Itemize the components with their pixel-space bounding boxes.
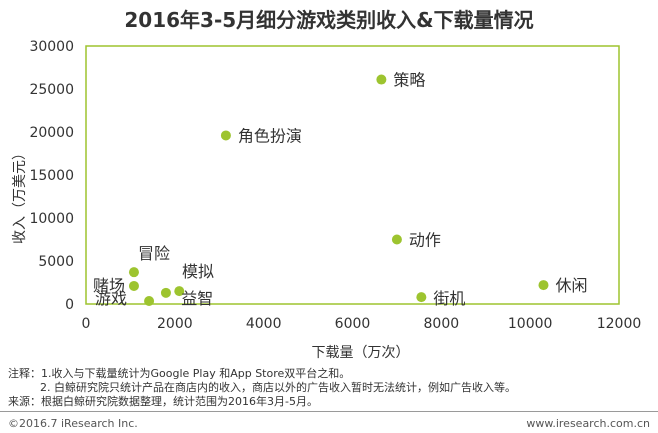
data-label: 策略 <box>393 71 425 90</box>
data-label: 角色扮演 <box>238 126 302 145</box>
data-point <box>391 234 402 245</box>
x-tick-label: 0 <box>82 316 91 332</box>
x-tick-label: 4000 <box>246 316 282 332</box>
data-point <box>144 295 155 306</box>
x-tick-label: 2000 <box>157 316 193 332</box>
plot-frame <box>85 45 620 305</box>
data-point <box>174 286 185 297</box>
y-tick-label: 20000 <box>29 125 74 141</box>
data-label: 游戏 <box>95 289 127 308</box>
x-axis-ticks: 0 2000 4000 6000 8000 10000 12000 <box>82 316 642 332</box>
y-tick-label: 5000 <box>38 254 74 270</box>
y-tick-label: 10000 <box>29 211 74 227</box>
notes: 注释：1.收入与下载量统计为Google Play 和App Store双平台之… <box>8 367 516 409</box>
data-points <box>128 74 549 306</box>
note-line-1: 注释：1.收入与下载量统计为Google Play 和App Store双平台之… <box>8 367 351 380</box>
data-point <box>220 130 231 141</box>
data-point <box>416 292 427 303</box>
data-label: 休闲 <box>555 276 587 295</box>
data-point <box>538 280 549 291</box>
data-label: 赌场 <box>93 276 125 295</box>
x-tick-label: 8000 <box>424 316 460 332</box>
data-point <box>160 287 171 298</box>
scatter-chart: 0 5000 10000 15000 20000 25000 30000 0 2000 4000… <box>12 39 642 361</box>
copyright: ©2016.7 iResearch Inc. <box>8 417 138 430</box>
footer-divider <box>0 411 658 412</box>
data-point <box>128 267 139 278</box>
y-tick-label: 30000 <box>29 39 74 55</box>
y-tick-label: 15000 <box>29 168 74 184</box>
y-tick-label: 25000 <box>29 82 74 98</box>
data-label: 冒险 <box>138 244 170 263</box>
note-line-2: 2. 白鲸研究院只统计产品在商店内的收入，商店以外的广告收入暂时无法统计，例如广… <box>40 381 516 394</box>
y-axis-label: 收入（万美元） <box>12 146 28 244</box>
x-axis-label: 下载量（万次） <box>312 345 410 361</box>
data-point <box>376 74 387 85</box>
data-label: 益智 <box>181 289 213 308</box>
x-tick-label: 12000 <box>597 316 642 332</box>
chart-title: 2016年3-5月细分游戏类别收入&下载量情况 <box>124 8 534 32</box>
y-axis-ticks: 0 5000 10000 15000 20000 25000 30000 <box>29 39 74 313</box>
website: www.iresearch.com.cn <box>526 417 650 430</box>
x-tick-label: 10000 <box>508 316 553 332</box>
data-label: 模拟 <box>182 262 214 281</box>
data-label: 街机 <box>433 289 465 308</box>
x-tick-label: 6000 <box>335 316 371 332</box>
data-point <box>128 280 139 291</box>
y-tick-label: 0 <box>65 297 74 313</box>
data-label: 动作 <box>409 231 441 250</box>
note-source: 来源：根据白鲸研究院数据整理，统计范围为2016年3月-5月。 <box>8 395 318 408</box>
